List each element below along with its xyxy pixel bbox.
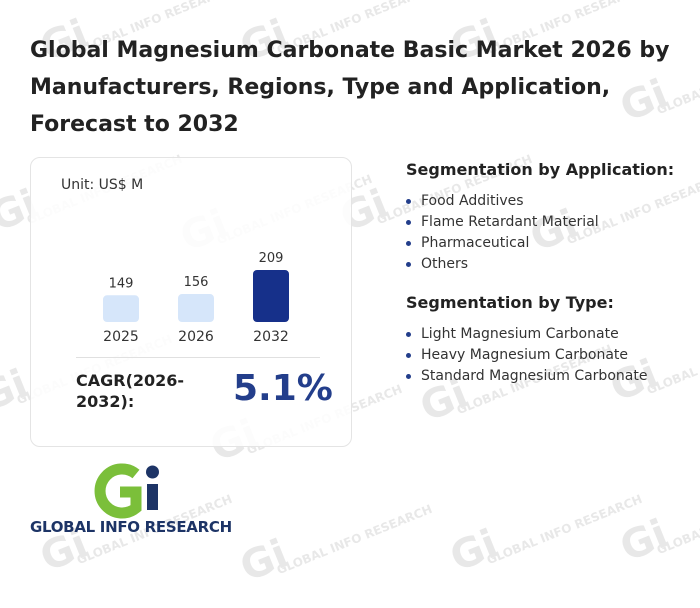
bar-chart: 149 2025 156 2026 209 2032 bbox=[103, 251, 289, 345]
cagr-label: CAGR(2026-2032): bbox=[76, 371, 185, 411]
category-label-2025: 2025 bbox=[103, 329, 139, 345]
type-item-label: Light Magnesium Carbonate bbox=[421, 326, 619, 342]
bullet-icon bbox=[406, 199, 411, 204]
bullet-icon bbox=[406, 262, 411, 267]
bullet-icon bbox=[406, 220, 411, 225]
watermark-text: GLOBAL INFO RESEARCH bbox=[644, 322, 700, 398]
value-label-2032: 209 bbox=[259, 251, 284, 266]
bar-2025 bbox=[103, 295, 139, 322]
cagr-value: 5.1% bbox=[233, 368, 333, 409]
logo-text: GLOBAL INFO RESEARCH bbox=[30, 518, 232, 536]
bar-2026 bbox=[178, 294, 214, 322]
type-item-label: Standard Magnesium Carbonate bbox=[421, 368, 648, 384]
divider bbox=[76, 357, 320, 358]
application-item-label: Pharmaceutical bbox=[421, 235, 530, 251]
application-heading: Segmentation by Application: bbox=[406, 160, 675, 179]
gi-logo-icon bbox=[94, 463, 159, 519]
bullet-icon bbox=[406, 353, 411, 358]
application-item-label: Food Additives bbox=[421, 193, 524, 209]
bullet-icon bbox=[406, 332, 411, 337]
bullet-icon bbox=[406, 374, 411, 379]
type-item-label: Heavy Magnesium Carbonate bbox=[421, 347, 629, 363]
market-size-card: Unit: US$ M 149 2025 156 2026 209 2032 CAGR(2… bbox=[30, 157, 352, 447]
value-label-2025: 149 bbox=[109, 276, 134, 291]
type-list: Light Magnesium Carbonate Heavy Magnesium… bbox=[406, 324, 647, 387]
category-label-2032: 2032 bbox=[253, 329, 289, 345]
watermark-logo-icon: Gi bbox=[233, 530, 295, 592]
type-item: Light Magnesium Carbonate bbox=[406, 324, 647, 345]
type-segmentation: Segmentation by Type: Light Magnesium Ca… bbox=[406, 293, 647, 387]
watermark-text: GLOBAL INFO RESEARCH bbox=[274, 501, 435, 578]
type-item: Standard Magnesium Carbonate bbox=[406, 366, 647, 387]
company-logo: GLOBAL INFO RESEARCH bbox=[30, 462, 240, 537]
watermark-text: GLOBAL INFO RESEARCH bbox=[484, 491, 645, 568]
application-item-label: Others bbox=[421, 256, 469, 272]
page-title: Global Magnesium Carbonate Basic Market … bbox=[30, 38, 670, 137]
bullet-icon bbox=[406, 241, 411, 246]
application-item: Flame Retardant Material bbox=[406, 212, 674, 233]
application-item: Others bbox=[406, 254, 674, 275]
watermark-text: GLOBAL INFO RESEARCH bbox=[654, 482, 700, 558]
watermark-logo-icon: Gi bbox=[613, 510, 675, 572]
application-item-label: Flame Retardant Material bbox=[421, 214, 599, 230]
value-label-2026: 156 bbox=[184, 275, 209, 290]
category-label-2026: 2026 bbox=[178, 329, 214, 345]
application-list: Food Additives Flame Retardant Material Ph… bbox=[406, 191, 674, 275]
application-item: Food Additives bbox=[406, 191, 674, 212]
application-item: Pharmaceutical bbox=[406, 233, 674, 254]
watermark-logo-icon: Gi bbox=[443, 520, 505, 582]
unit-label: Unit: US$ M bbox=[61, 177, 144, 193]
application-segmentation: Segmentation by Application: Food Additi… bbox=[406, 160, 674, 275]
type-item: Heavy Magnesium Carbonate bbox=[406, 345, 647, 366]
bar-2032 bbox=[253, 270, 289, 322]
type-heading: Segmentation by Type: bbox=[406, 293, 614, 312]
